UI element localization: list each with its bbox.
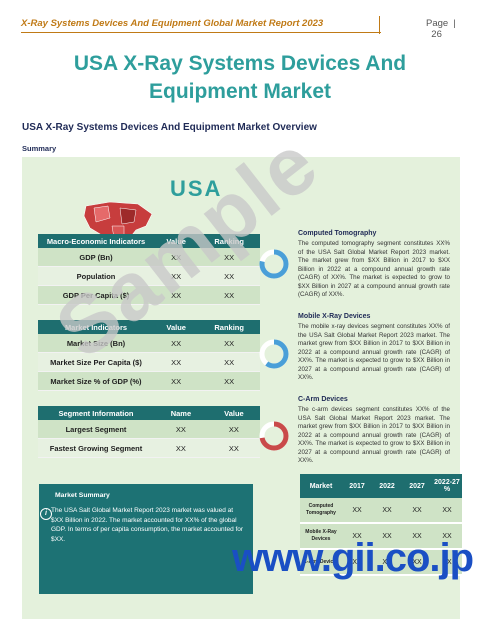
page-label: Page	[426, 18, 449, 29]
summary-label: Summary	[22, 144, 57, 153]
table-cell: XX	[342, 498, 372, 524]
segment-header-name: Name	[154, 406, 208, 420]
table-row: Population XX XX	[38, 266, 260, 286]
category-title-c-arm: C-Arm Devices	[298, 396, 348, 403]
table-cell: Mobile X-Ray Devices	[300, 523, 342, 550]
table-cell: XX	[207, 438, 260, 458]
table-cell: XX	[402, 498, 432, 524]
table-row: GDP (Bn) XX XX	[38, 248, 260, 267]
table-row: Market Size % of GDP (%) XX XX	[38, 371, 260, 391]
table-cell: XX	[372, 498, 402, 524]
table-cell: XX	[372, 549, 402, 576]
table-cell: Market Size % of GDP (%)	[38, 371, 154, 391]
table-cell: Computed Tomography	[300, 498, 342, 524]
table-cell: XX	[432, 498, 462, 524]
table-row: Market Size Per Capita ($) XX XX	[38, 352, 260, 372]
table-row: Computed Tomography XX XX XX XX	[300, 498, 462, 524]
table-cell: XX	[432, 523, 462, 550]
table-cell: XX	[372, 523, 402, 550]
page-number: 26	[431, 29, 442, 40]
segment-header-value: Value	[207, 406, 260, 420]
table-cell: XX	[154, 266, 199, 286]
table-cell: XX	[402, 523, 432, 550]
growth-header-cagr: 2022-27 %	[432, 474, 462, 498]
brand-url: www.gii.co.jp	[232, 536, 474, 580]
mobile-x-ray-share-ring	[259, 339, 289, 369]
table-cell: Fastest Growing Segment	[38, 438, 154, 458]
market-summary-title: Market Summary	[55, 492, 110, 499]
growth-header-2017: 2017	[342, 474, 372, 498]
market-header-ranking: Ranking	[198, 320, 260, 334]
table-cell: XX	[154, 420, 208, 439]
table-cell: XX	[402, 549, 432, 576]
header-separator	[379, 16, 380, 34]
table-row: Market Size (Bn) XX XX	[38, 334, 260, 353]
segment-header-info: Segment Information	[38, 406, 154, 420]
category-text-c-arm: The c-arm devices segment constitutes XX…	[298, 406, 450, 464]
table-cell: XX	[154, 438, 208, 458]
table-cell: XX	[342, 523, 372, 550]
table-cell: Population	[38, 266, 154, 286]
table-cell: GDP Per Capita ($)	[38, 285, 154, 305]
table-cell: XX	[207, 420, 260, 439]
table-cell: GDP (Bn)	[38, 248, 154, 267]
page-title: USA X-Ray Systems Devices And Equipment …	[73, 52, 407, 103]
country-label: USA	[170, 176, 223, 201]
table-cell: XX	[198, 266, 260, 286]
table-row: C-Arm Devices XX XX XX XX	[300, 549, 462, 576]
macro-header-ranking: Ranking	[198, 234, 260, 248]
page-header: X-Ray Systems Devices And Equipment Glob…	[21, 14, 467, 40]
table-row: Mobile X-Ray Devices XX XX XX XX	[300, 523, 462, 550]
c-arm-share-ring	[259, 421, 289, 451]
market-summary-box: Market Summary The USA Salt Global Marke…	[39, 484, 253, 594]
table-cell: Largest Segment	[38, 420, 154, 439]
growth-header-2022: 2022	[372, 474, 402, 498]
macro-header-value: Value	[154, 234, 199, 248]
category-text-mobile-x-ray: The mobile x-ray devices segment constit…	[298, 323, 450, 381]
growth-header-market: Market	[300, 474, 342, 498]
header-divider	[21, 32, 381, 33]
report-title: X-Ray Systems Devices And Equipment Glob…	[21, 18, 324, 29]
segment-information-table: Segment Information Name Value Largest S…	[38, 406, 260, 458]
macro-indicators-table: Macro-Economic Indicators Value Ranking …	[38, 234, 260, 305]
growth-header-2027: 2027	[402, 474, 432, 498]
market-indicators-table: Market Indicators Value Ranking Market S…	[38, 320, 260, 391]
info-icon: i	[40, 508, 52, 520]
table-cell: XX	[342, 549, 372, 576]
category-text-computed-tomography: The computed tomography segment constitu…	[298, 240, 450, 298]
computed-tomography-share-ring	[259, 249, 289, 279]
table-cell: XX	[154, 285, 199, 305]
table-cell: XX	[432, 549, 462, 576]
table-row: GDP Per Capita ($) XX XX	[38, 285, 260, 305]
table-cell: XX	[154, 371, 199, 391]
table-cell: Market Size (Bn)	[38, 334, 154, 353]
table-row: Largest Segment XX XX	[38, 420, 260, 439]
table-cell: XX	[154, 334, 199, 353]
market-summary-text: The USA Salt Global Market Report 2023 m…	[51, 507, 244, 543]
table-cell: XX	[154, 352, 199, 372]
table-cell: XX	[154, 248, 199, 267]
market-header-value: Value	[154, 320, 199, 334]
market-growth-table: Market 2017 2022 2027 2022-27 % Computed…	[300, 474, 462, 576]
category-title-computed-tomography: Computed Tomography	[298, 230, 377, 237]
table-cell: XX	[198, 371, 260, 391]
table-cell: Market Size Per Capita ($)	[38, 352, 154, 372]
table-row: Fastest Growing Segment XX XX	[38, 438, 260, 458]
table-cell: XX	[198, 285, 260, 305]
page-indicator: Page | 26	[426, 18, 456, 40]
category-title-mobile-x-ray: Mobile X-Ray Devices	[298, 313, 371, 320]
market-header-indicator: Market Indicators	[38, 320, 154, 334]
table-cell: XX	[198, 352, 260, 372]
table-cell: C-Arm Devices	[300, 549, 342, 576]
table-cell: XX	[198, 248, 260, 267]
table-cell: XX	[198, 334, 260, 353]
macro-header-indicator: Macro-Economic Indicators	[38, 234, 154, 248]
section-title: USA X-Ray Systems Devices And Equipment …	[22, 122, 317, 133]
